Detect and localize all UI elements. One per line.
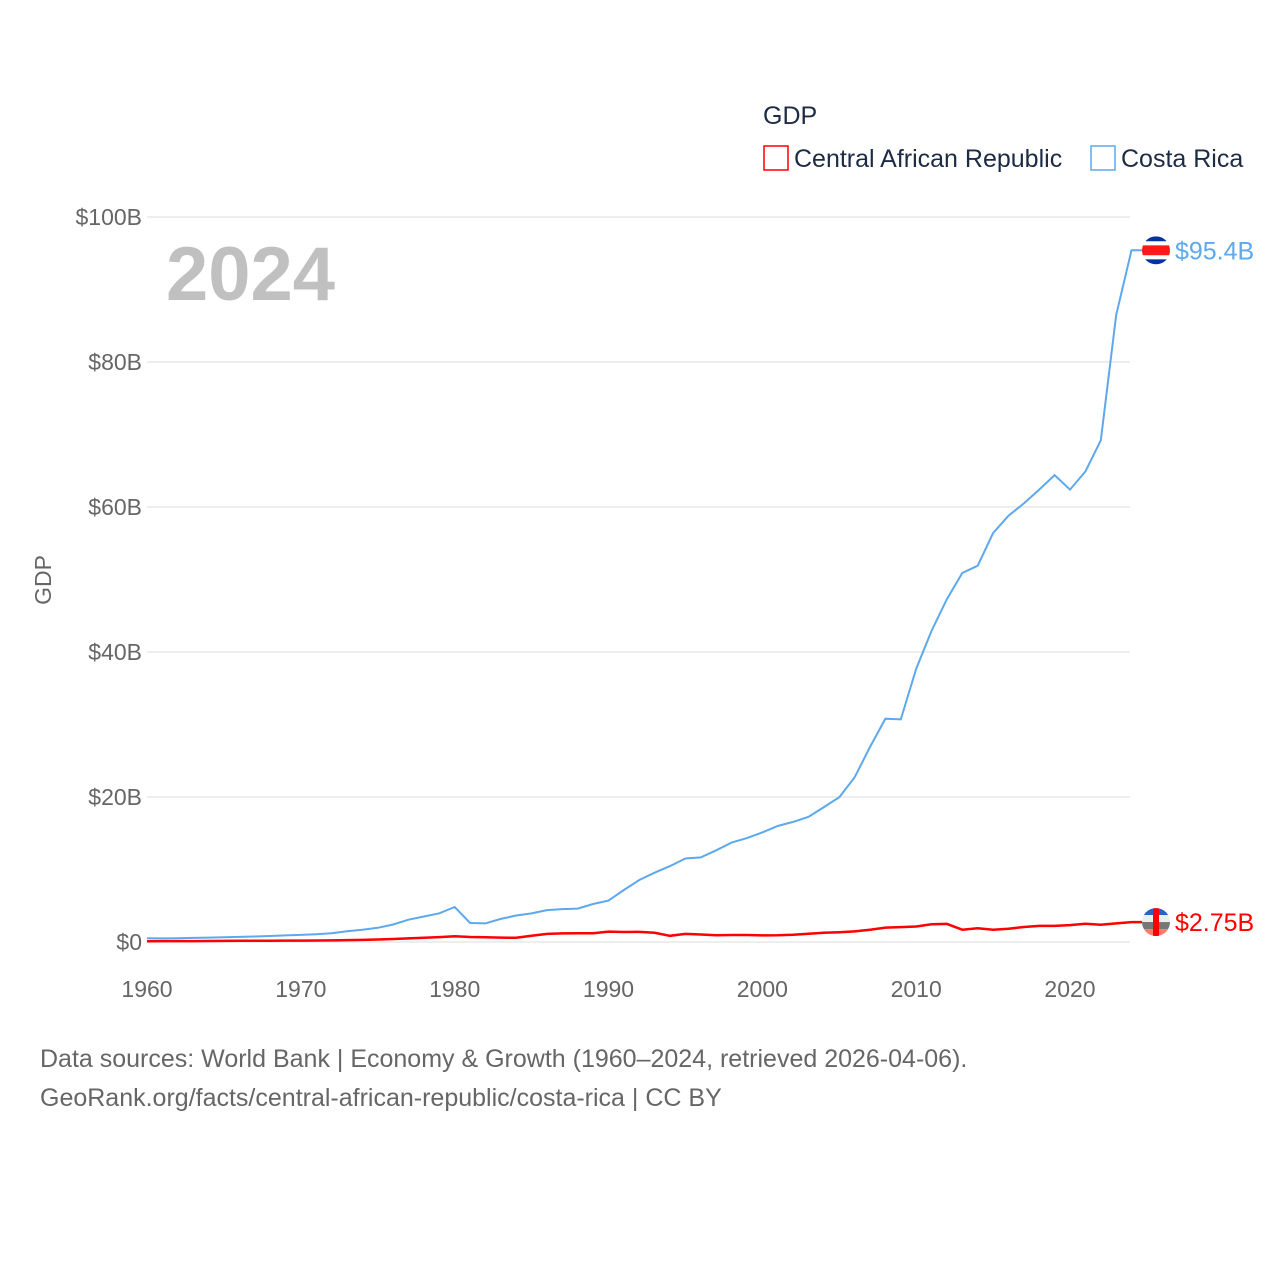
flag-stripes xyxy=(1142,236,1170,265)
x-tick-label: 2010 xyxy=(891,976,942,1002)
flag-stripes xyxy=(1142,908,1170,937)
flag-stripe xyxy=(1142,255,1170,260)
y-tick-label: $80B xyxy=(88,349,142,375)
y-tick-label: $0 xyxy=(116,929,142,955)
y-tick-label: $100B xyxy=(75,204,142,230)
legend-title: GDP xyxy=(763,102,817,130)
end-value-label: $2.75B xyxy=(1175,909,1254,937)
x-tick-label: 1980 xyxy=(429,976,480,1002)
costa-rica-flag-icon xyxy=(1142,236,1170,265)
y-tick-label: $40B xyxy=(88,639,142,665)
legend-item-costa-rica[interactable]: Costa Rica xyxy=(1090,145,1243,173)
end-value-label: $95.4B xyxy=(1175,237,1254,265)
x-tick-label: 1960 xyxy=(121,976,172,1002)
legend-label-costa-rica: Costa Rica xyxy=(1121,145,1243,173)
legend-swatch-costa-rica xyxy=(1090,145,1116,171)
year-label: 2024 xyxy=(166,232,335,317)
series-line-costa-rica xyxy=(146,249,1156,940)
legend-label-car: Central African Republic xyxy=(794,145,1062,173)
flag-stripe xyxy=(1142,245,1170,256)
flag-stripe xyxy=(1153,908,1159,937)
flag-stripe xyxy=(1142,259,1170,265)
x-tick-label: 1970 xyxy=(275,976,326,1002)
y-axis-label: GDP xyxy=(30,555,56,605)
y-tick-label: $60B xyxy=(88,494,142,520)
x-tick-label: 2020 xyxy=(1044,976,1095,1002)
series-line-central-african-republic xyxy=(146,920,1156,943)
footer-url: GeoRank.org/facts/central-african-republ… xyxy=(40,1084,722,1112)
y-tick-label: $20B xyxy=(88,784,142,810)
x-tick-label: 2000 xyxy=(737,976,788,1002)
legend-item-central-african-republic[interactable]: Central African Republic xyxy=(763,145,1062,173)
flag-stripe xyxy=(1142,241,1170,246)
legend-swatch-car xyxy=(763,145,789,171)
legend: GDP Central African Republic Costa Rica xyxy=(763,102,1243,173)
central-african-republic-flag-icon xyxy=(1142,908,1170,937)
footer-sources: Data sources: World Bank | Economy & Gro… xyxy=(40,1045,968,1073)
flag-stripe xyxy=(1142,236,1170,242)
x-tick-label: 1990 xyxy=(583,976,634,1002)
